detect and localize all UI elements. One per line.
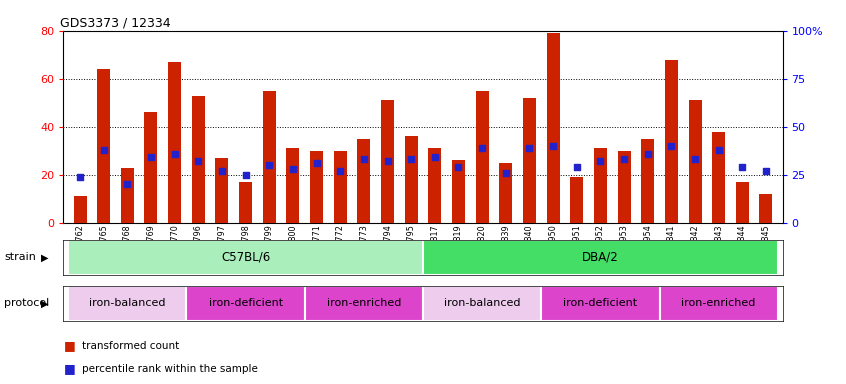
Bar	[660, 286, 777, 321]
Bar	[665, 60, 678, 223]
Text: ■: ■	[63, 362, 75, 375]
Bar	[428, 148, 442, 223]
Bar	[239, 182, 252, 223]
Bar	[475, 91, 489, 223]
Bar	[74, 196, 86, 223]
Bar	[69, 240, 423, 275]
Bar	[570, 177, 583, 223]
Point	[570, 164, 584, 170]
Point	[262, 162, 276, 168]
Point	[475, 145, 489, 151]
Text: transformed count: transformed count	[82, 341, 179, 351]
Point	[381, 158, 394, 164]
Point	[759, 168, 772, 174]
Bar	[423, 240, 777, 275]
Text: iron-balanced: iron-balanced	[89, 298, 166, 308]
Text: ■: ■	[63, 339, 75, 352]
Text: strain: strain	[4, 252, 36, 262]
Point	[641, 151, 655, 157]
Text: ▶: ▶	[41, 252, 48, 262]
Point	[523, 145, 536, 151]
Text: percentile rank within the sample: percentile rank within the sample	[82, 364, 258, 374]
Text: iron-deficient: iron-deficient	[208, 298, 283, 308]
Point	[239, 172, 252, 178]
Point	[144, 154, 157, 161]
Bar	[499, 163, 513, 223]
Point	[712, 147, 726, 153]
Point	[191, 158, 205, 164]
Point	[665, 143, 678, 149]
Point	[74, 174, 87, 180]
Bar	[547, 33, 559, 223]
Bar	[69, 286, 186, 321]
Point	[357, 156, 371, 162]
Point	[547, 143, 560, 149]
Text: DBA/2: DBA/2	[582, 251, 618, 264]
Bar	[736, 182, 749, 223]
Bar	[216, 158, 228, 223]
Bar	[310, 151, 323, 223]
Bar	[97, 69, 110, 223]
Bar	[121, 167, 134, 223]
Bar	[618, 151, 630, 223]
Bar	[381, 100, 394, 223]
Bar	[145, 112, 157, 223]
Point	[286, 166, 299, 172]
Point	[97, 147, 111, 153]
Point	[168, 151, 181, 157]
Bar	[186, 286, 305, 321]
Bar	[641, 139, 654, 223]
Text: iron-enriched: iron-enriched	[327, 298, 401, 308]
Point	[333, 168, 347, 174]
Point	[735, 164, 749, 170]
Bar	[712, 131, 725, 223]
Point	[215, 168, 228, 174]
Text: iron-deficient: iron-deficient	[563, 298, 638, 308]
Text: iron-enriched: iron-enriched	[682, 298, 755, 308]
Point	[689, 156, 702, 162]
Bar	[168, 62, 181, 223]
Bar	[263, 91, 276, 223]
Bar	[760, 194, 772, 223]
Bar	[594, 148, 607, 223]
Text: ▶: ▶	[41, 298, 48, 308]
Bar	[333, 151, 347, 223]
Text: iron-balanced: iron-balanced	[444, 298, 520, 308]
Text: GDS3373 / 12334: GDS3373 / 12334	[60, 17, 171, 30]
Bar	[541, 286, 660, 321]
Bar	[452, 161, 465, 223]
Point	[594, 158, 607, 164]
Text: protocol: protocol	[4, 298, 49, 308]
Bar	[423, 286, 541, 321]
Text: C57BL/6: C57BL/6	[221, 251, 270, 264]
Point	[618, 156, 631, 162]
Bar	[192, 96, 205, 223]
Point	[120, 181, 134, 187]
Point	[404, 156, 418, 162]
Bar	[404, 136, 418, 223]
Bar	[357, 139, 371, 223]
Bar	[287, 148, 299, 223]
Bar	[523, 98, 536, 223]
Point	[452, 164, 465, 170]
Bar	[689, 100, 701, 223]
Bar	[305, 286, 423, 321]
Point	[499, 170, 513, 176]
Point	[428, 154, 442, 161]
Point	[310, 160, 323, 166]
